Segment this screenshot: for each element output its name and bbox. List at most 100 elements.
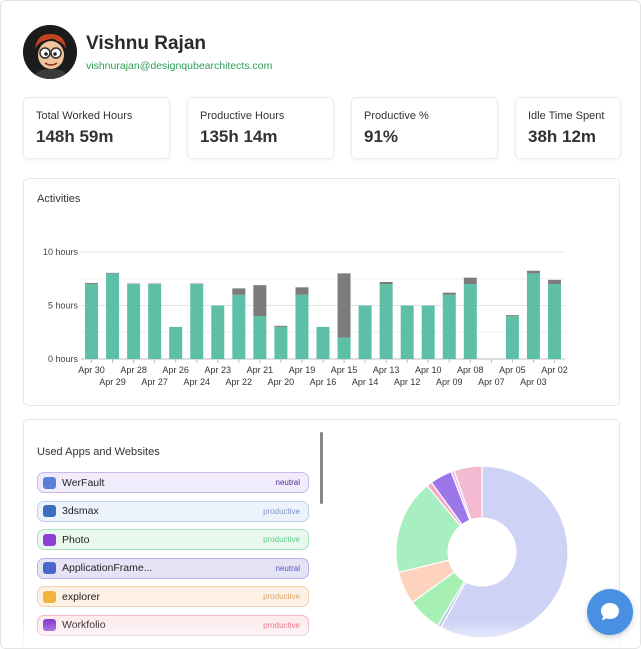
app-name: 3dsmax <box>62 505 99 517</box>
stat-value: 135h 14m <box>200 127 278 146</box>
app-category-tag: productive <box>263 535 300 544</box>
apps-list-scrollbar[interactable] <box>320 432 323 504</box>
bar-idle[interactable] <box>505 315 519 317</box>
stats-row: Total Worked Hours 148h 59m Productive H… <box>23 97 621 159</box>
bar-productive[interactable] <box>106 273 120 359</box>
bar-productive[interactable] <box>274 326 288 359</box>
werfault-icon <box>43 476 56 489</box>
bar-idle[interactable] <box>337 273 351 338</box>
chat-bubble-icon <box>601 603 619 621</box>
bar-idle[interactable] <box>295 287 309 295</box>
bar-idle[interactable] <box>442 292 456 295</box>
apps-list: WerFault neutral 3dsmax productive Photo prod… <box>37 472 309 643</box>
bar-idle[interactable] <box>190 283 204 285</box>
donut-slice[interactable] <box>395 484 462 574</box>
stat-label: Total Worked Hours <box>36 110 133 122</box>
chat-button[interactable] <box>587 589 633 635</box>
bar-productive[interactable] <box>505 316 519 359</box>
x-tick-label: Apr 08 <box>457 365 484 375</box>
bar-idle[interactable] <box>463 277 477 285</box>
x-tick-label: Apr 30 <box>78 365 105 375</box>
bar-productive[interactable] <box>547 284 561 359</box>
stat-value: 38h 12m <box>528 127 597 146</box>
bar-productive[interactable] <box>379 284 393 359</box>
x-tick-label: Apr 05 <box>499 365 526 375</box>
bar-productive[interactable] <box>442 294 456 359</box>
app-category-tag: neutral <box>275 478 300 487</box>
used-apps-card: Used Apps and Websites WerFault neutral 3d… <box>23 419 620 648</box>
bar-productive[interactable] <box>148 284 162 359</box>
user-profile: Vishnu Rajan vishnurajan@designqubearchi… <box>23 25 272 79</box>
app-name: WerFault <box>62 476 105 489</box>
bar-productive[interactable] <box>421 305 435 360</box>
bar-productive[interactable] <box>232 294 246 359</box>
bar-idle[interactable] <box>253 285 267 317</box>
stat-value: 148h 59m <box>36 127 114 146</box>
app-name: Workfolio <box>62 619 106 631</box>
bar-idle[interactable] <box>547 279 561 285</box>
bar-idle[interactable] <box>148 283 162 285</box>
bar-idle[interactable] <box>379 281 393 285</box>
x-tick-label: Apr 29 <box>99 377 126 387</box>
app-item[interactable]: explorer productive <box>37 586 309 607</box>
app-item[interactable]: Workfolio productive <box>37 614 309 636</box>
x-tick-label: Apr 27 <box>141 377 168 387</box>
x-tick-label: Apr 14 <box>352 377 379 387</box>
x-tick-label: Apr 10 <box>415 365 442 375</box>
bar-idle[interactable] <box>127 283 141 285</box>
bar-productive[interactable] <box>400 305 414 360</box>
y-tick-label: 10 hours <box>43 247 79 257</box>
avatar[interactable] <box>23 25 77 79</box>
bar-productive[interactable] <box>169 326 183 359</box>
bar-productive[interactable] <box>127 284 141 359</box>
app-name: ApplicationFrame... <box>62 562 153 574</box>
bar-productive[interactable] <box>526 273 540 359</box>
stat-label: Productive % <box>364 110 429 122</box>
workfolio-icon <box>43 619 56 631</box>
photo-icon <box>43 533 56 546</box>
bar-productive[interactable] <box>337 337 351 359</box>
stat-label: Idle Time Spent <box>528 110 605 122</box>
stat-productive-percent: Productive % 91% <box>351 97 498 159</box>
x-tick-label: Apr 20 <box>268 377 295 387</box>
stat-productive-hours: Productive Hours 135h 14m <box>187 97 334 159</box>
bar-productive[interactable] <box>358 305 372 360</box>
bar-productive[interactable] <box>211 305 225 360</box>
x-tick-label: Apr 07 <box>478 377 505 387</box>
app-item[interactable]: Photo productive <box>37 529 309 550</box>
donut-slice[interactable] <box>453 465 483 521</box>
stat-label: Productive Hours <box>200 110 285 122</box>
bar-productive[interactable] <box>85 284 99 359</box>
application-frame-icon <box>43 562 56 574</box>
bar-productive[interactable] <box>295 294 309 359</box>
x-tick-label: Apr 16 <box>310 377 337 387</box>
app-item[interactable]: ApplicationFrame... neutral <box>37 557 309 579</box>
app-item[interactable]: 3dsmax productive <box>37 500 309 522</box>
bar-productive[interactable] <box>253 316 267 359</box>
app-category-tag: productive <box>263 620 300 630</box>
x-tick-label: Apr 21 <box>247 365 274 375</box>
x-tick-label: Apr 12 <box>394 377 421 387</box>
bar-idle[interactable] <box>106 272 120 274</box>
bar-idle[interactable] <box>85 283 99 285</box>
x-tick-label: Apr 02 <box>541 365 568 375</box>
bar-idle[interactable] <box>526 270 540 274</box>
activities-title: Activities <box>37 193 81 205</box>
x-tick-label: Apr 26 <box>162 365 189 375</box>
x-tick-label: Apr 19 <box>289 365 316 375</box>
app-category-tag: neutral <box>275 563 300 573</box>
bar-productive[interactable] <box>463 284 477 359</box>
bar-idle[interactable] <box>274 325 288 327</box>
stat-idle-time-spent: Idle Time Spent 38h 12m <box>515 97 621 159</box>
x-tick-label: Apr 03 <box>520 377 547 387</box>
stat-total-worked-hours: Total Worked Hours 148h 59m <box>23 97 170 159</box>
app-item[interactable]: WerFault neutral <box>37 472 309 493</box>
bar-productive[interactable] <box>316 326 330 359</box>
bar-idle[interactable] <box>232 288 246 295</box>
bar-productive[interactable] <box>190 284 204 359</box>
app-name: explorer <box>62 590 100 603</box>
x-tick-label: Apr 09 <box>436 377 463 387</box>
3dsmax-icon <box>43 505 56 517</box>
